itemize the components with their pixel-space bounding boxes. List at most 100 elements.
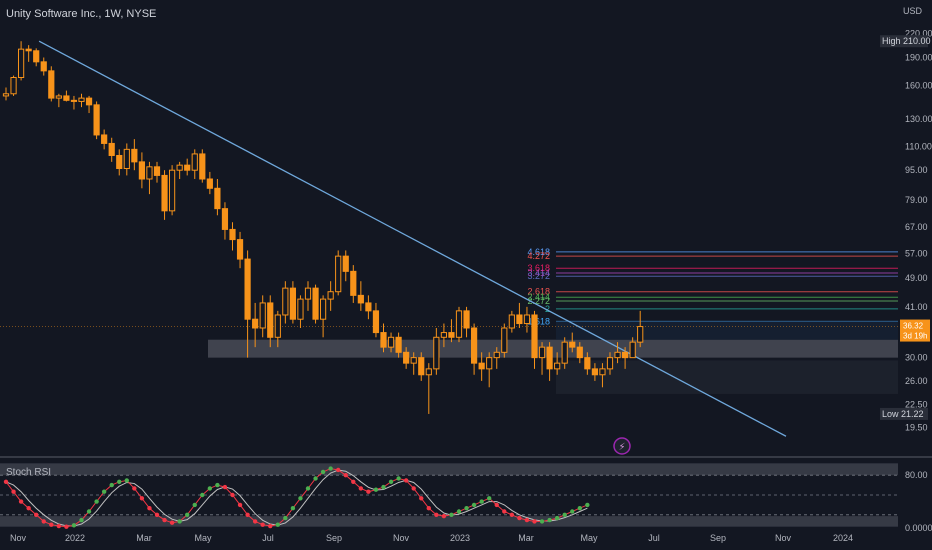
stoch-dot (56, 523, 62, 529)
price-tick-label: 160.00 (905, 80, 932, 90)
stoch-dot (11, 489, 16, 494)
candle-body (116, 154, 123, 170)
time-tick-label: Sep (326, 533, 342, 543)
candle-body (304, 287, 312, 300)
fib-level-label: 3.272 (527, 271, 550, 281)
stoch-dot (260, 522, 265, 527)
stoch-dot (570, 509, 575, 514)
chart-title: Unity Software Inc., 1W, NYSE (6, 8, 157, 20)
stoch-dot (577, 506, 582, 511)
fib-level-label: 2.618 (527, 287, 550, 297)
stoch-dot (471, 502, 477, 508)
candle-body (33, 50, 40, 63)
stoch-dot (524, 517, 530, 523)
fib-level-label: 2.272 (527, 296, 550, 306)
lightning-icon: ⚡ (618, 442, 625, 453)
price-tick-label: 190.00 (905, 52, 932, 62)
candle-body (48, 70, 55, 99)
time-tick-label: 2024 (833, 533, 853, 543)
time-tick-label: May (580, 533, 598, 543)
fib-level-label: 2.414 (527, 292, 550, 302)
fib-level-label: 2 (545, 304, 550, 314)
price-tick-label: 95.00 (905, 165, 928, 175)
candle-body (561, 341, 568, 364)
stoch-dot (162, 517, 167, 523)
candle-body (40, 61, 47, 72)
candle-body (395, 336, 402, 353)
stoch-dot (403, 478, 409, 483)
stoch-dot (222, 484, 228, 490)
candle-body (606, 357, 614, 370)
oversold-band (0, 516, 898, 527)
stoch-dot (117, 479, 122, 484)
time-tick-label: Jul (262, 533, 274, 543)
stoch-dot (79, 517, 84, 523)
stoch-dot (336, 467, 341, 473)
fib-blue-band (556, 321, 898, 340)
candle-body (93, 104, 100, 136)
stoch-dot (411, 486, 416, 491)
stoch-dot (101, 489, 107, 494)
candle-body (569, 341, 576, 348)
time-tick-label: Mar (136, 533, 152, 543)
price-tick-label: 41.00 (905, 302, 928, 312)
stoch-dot (154, 512, 160, 517)
candle-body (214, 187, 221, 210)
countdown-text: 3d 19h (903, 332, 927, 341)
price-tick-label: 22.50 (905, 399, 928, 409)
candle-body (312, 287, 319, 320)
support-zone (208, 339, 898, 358)
stoch-dot (464, 506, 469, 511)
stoch-dot (185, 512, 190, 517)
time-tick-label: 2023 (450, 533, 470, 543)
stoch-dot (200, 492, 205, 498)
candle-body (161, 174, 168, 212)
stoch-dot (94, 499, 99, 504)
time-tick-label: Nov (393, 533, 410, 543)
stoch-dot (268, 523, 273, 529)
candle-body (259, 302, 266, 329)
price-tick-label: 57.00 (905, 248, 928, 258)
candle-body (236, 239, 244, 260)
candle-body (523, 314, 531, 325)
fib-level-label: 4.618 (527, 247, 550, 257)
candle-body (546, 346, 553, 370)
stoch-dot (373, 487, 379, 492)
stoch-dot (275, 522, 280, 527)
stoch-dot (305, 486, 311, 491)
candle-body (591, 368, 598, 376)
stoch-dot (585, 502, 590, 508)
candle-body (448, 332, 455, 338)
candle-body (191, 153, 198, 171)
event-marker (613, 437, 631, 455)
fib-level-label: 3.618 (527, 263, 550, 273)
candle-body (493, 351, 500, 359)
stoch-dot (237, 502, 243, 508)
stoch-dot (479, 499, 484, 504)
indicator-tick-label: 0.0000 (905, 523, 932, 533)
candle-body (297, 298, 304, 320)
candle-body (637, 326, 644, 343)
candle-body (244, 258, 251, 320)
stoch-dot (426, 506, 431, 511)
high-tag-text: High 210.00 (882, 36, 931, 46)
stoch-dot (532, 519, 537, 524)
stoch-dot (3, 479, 9, 484)
candle-body (576, 346, 583, 359)
stoch-d-line (5, 469, 588, 527)
time-tick-label: Mar (518, 533, 534, 543)
stoch-dot (124, 478, 129, 483)
stoch-dot (230, 492, 235, 498)
fib-level-label: 1.618 (527, 316, 550, 326)
currency-label: USD (902, 6, 922, 16)
stoch-dot (494, 502, 499, 508)
time-tick-label: May (194, 533, 212, 543)
candle-body (433, 336, 440, 370)
price-tick-label: 220.00 (905, 29, 932, 39)
stoch-dot (64, 524, 69, 529)
stoch-dot (169, 520, 175, 525)
candle-body (138, 161, 146, 180)
stoch-dot (487, 496, 492, 501)
stoch-dot (207, 486, 213, 491)
